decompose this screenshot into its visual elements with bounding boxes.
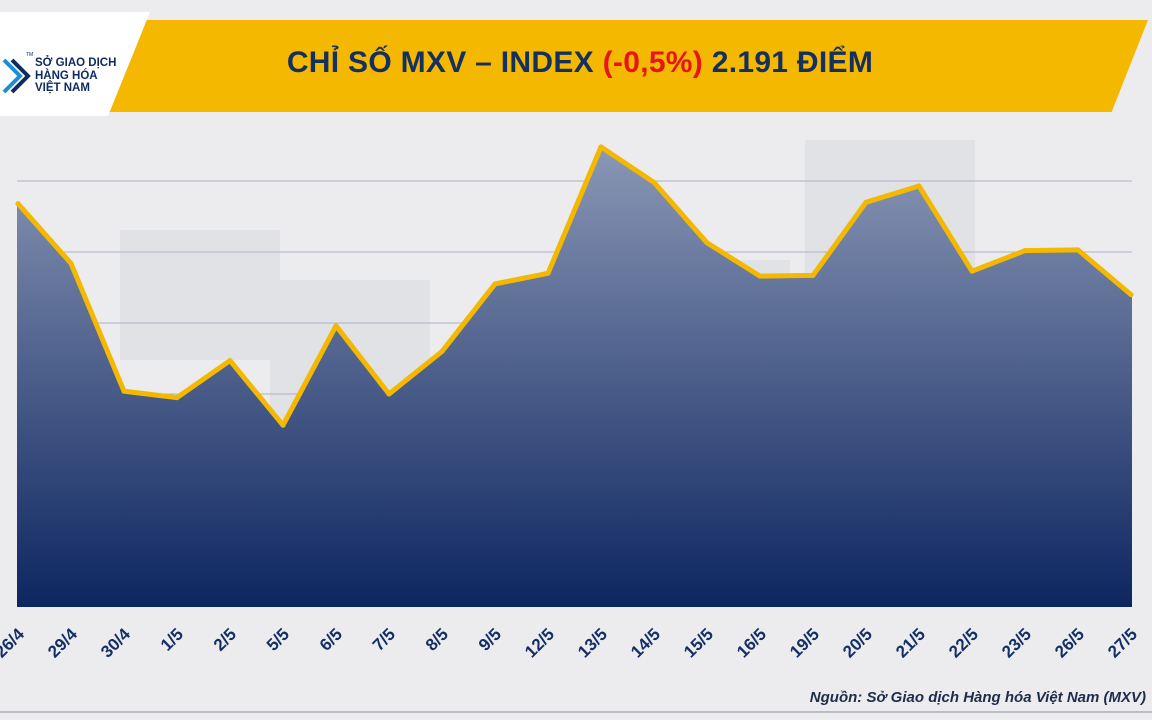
x-tick-label: 14/5 [627, 625, 664, 662]
chart-title: CHỈ SỐ MXV – INDEX (-0,5%) 2.191 ĐIỂM [160, 46, 1000, 80]
data-point-22/5 [969, 268, 975, 274]
x-tick-label: 2/5 [210, 625, 240, 655]
x-tick-label: 9/5 [475, 625, 505, 655]
data-point-5/5 [280, 422, 286, 428]
x-tick-label: 27/5 [1104, 625, 1141, 662]
data-point-2/5 [227, 358, 233, 364]
logo-panel: SỞ GIAO DỊCH HÀNG HÓA VIỆT NAM TM [0, 12, 150, 116]
x-tick-label: 20/5 [839, 625, 876, 662]
data-point-20/5 [863, 199, 869, 205]
source-note: Nguồn: Sở Giao dịch Hàng hóa Việt Nam (M… [809, 689, 1146, 706]
data-point-26/5 [1075, 247, 1081, 253]
mxv-logo-icon [2, 58, 31, 94]
data-point-8/5 [439, 348, 445, 354]
data-point-23/5 [1022, 248, 1028, 254]
series-area [17, 146, 1132, 607]
data-point-26/4 [15, 201, 21, 207]
x-tick-label: 22/5 [945, 625, 982, 662]
data-point-6/5 [333, 323, 339, 329]
logo-line-2: HÀNG HÓA [35, 69, 98, 82]
area-layer [15, 144, 1134, 607]
data-point-14/5 [651, 179, 657, 185]
x-tick-label: 19/5 [786, 625, 823, 662]
x-tick-label: 26/4 [0, 624, 28, 661]
data-point-13/5 [598, 144, 604, 150]
data-point-16/5 [757, 273, 763, 279]
title-suffix: 2.191 ĐIỂM [711, 46, 874, 79]
data-point-30/4 [121, 388, 127, 394]
data-point-19/5 [810, 272, 816, 278]
x-tick-label: 30/4 [97, 624, 134, 661]
x-tick-label: 23/5 [998, 625, 1035, 662]
data-point-7/5 [386, 391, 392, 397]
x-tick-label: 13/5 [574, 625, 611, 662]
title-prefix: CHỈ SỐ MXV – INDEX [286, 46, 594, 79]
x-tick-label: 26/5 [1051, 625, 1088, 662]
x-tick-label: 16/5 [733, 625, 770, 662]
x-tick-label: 5/5 [263, 625, 293, 655]
bottom-rule [0, 711, 1152, 713]
data-point-9/5 [492, 281, 498, 287]
x-tick-label: 15/5 [680, 625, 717, 662]
x-axis-ticks: 26/4 29/4 30/4 1/5 2/5 5/5 6/5 7/5 8/5 9/5 12/5 13/… [0, 624, 1141, 661]
header-band [108, 20, 1148, 112]
data-point-15/5 [704, 240, 710, 246]
x-tick-label: 21/5 [892, 625, 929, 662]
x-tick-label: 12/5 [521, 625, 558, 662]
logo-text: SỞ GIAO DỊCH HÀNG HÓA VIỆT NAM [35, 57, 135, 95]
trademark-mark: TM [26, 52, 34, 58]
x-tick-label: 1/5 [157, 625, 187, 655]
data-point-12/5 [545, 270, 551, 276]
logo-line-1: SỞ GIAO DỊCH [35, 57, 117, 69]
title-change: (-0,5%) [602, 46, 704, 79]
series-line [15, 144, 1134, 428]
x-tick-label: 29/4 [44, 624, 81, 661]
data-point-29/4 [68, 260, 74, 266]
x-tick-label: 8/5 [422, 625, 452, 655]
data-point-21/5 [916, 183, 922, 189]
x-tick-label: 6/5 [316, 625, 346, 655]
logo-line-3: VIỆT NAM [35, 82, 90, 94]
data-point-27/5 [1128, 292, 1134, 298]
data-point-1/5 [174, 395, 180, 401]
x-tick-label: 7/5 [369, 625, 399, 655]
